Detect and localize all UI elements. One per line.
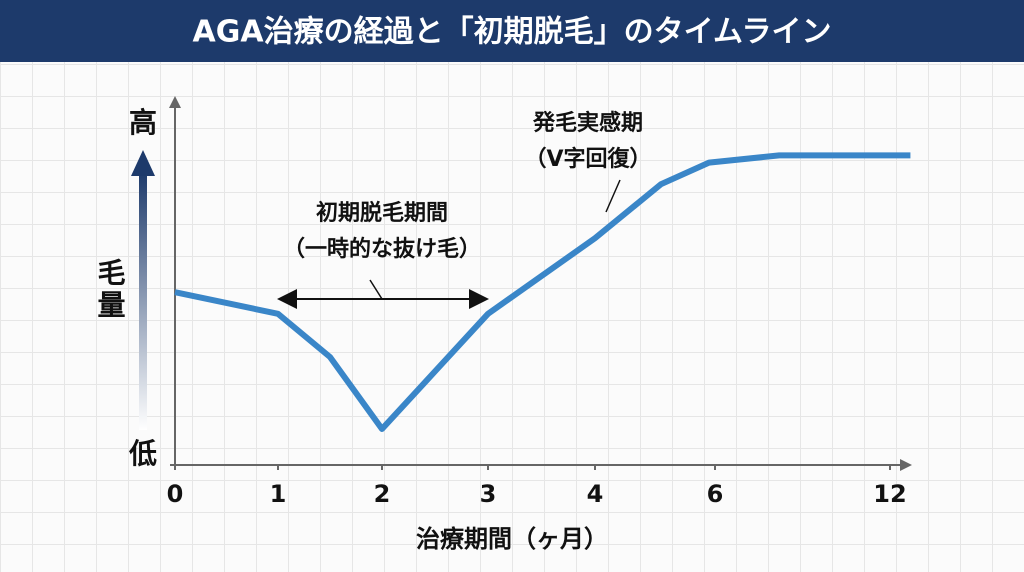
y-gradient-arrow (139, 172, 147, 430)
title-bar (0, 0, 1024, 62)
x-tick-label: 0 (167, 480, 184, 508)
x-tick-label: 3 (480, 480, 497, 508)
data-line (174, 152, 911, 432)
annotation: 発毛実感期 (532, 110, 643, 136)
annotation: （V字回復） (524, 146, 651, 172)
y-axis-arrow (169, 96, 181, 108)
y-high-label: 高 (129, 106, 157, 139)
annotation: （一時的な抜け毛） (283, 236, 481, 262)
y-gradient-arrow-head (131, 150, 155, 176)
leader-line (605, 179, 621, 213)
x-tick-label: 4 (587, 480, 604, 508)
chart-title: AGA治療の経過と「初期脱毛」のタイムライン (193, 15, 832, 50)
leader-line (369, 279, 383, 300)
x-tick-label: 2 (374, 480, 391, 508)
y-low-label: 低 (128, 437, 157, 470)
x-axis-label: 治療期間（ヶ月） (416, 525, 608, 553)
x-tick-label: 12 (873, 480, 906, 508)
x-tick-label: 6 (707, 480, 724, 508)
annotation: 初期脱毛期間 (316, 200, 448, 226)
x-axis-arrow (900, 459, 912, 471)
x-tick-label: 1 (270, 480, 287, 508)
y-axis-label: 毛量 (94, 258, 127, 322)
